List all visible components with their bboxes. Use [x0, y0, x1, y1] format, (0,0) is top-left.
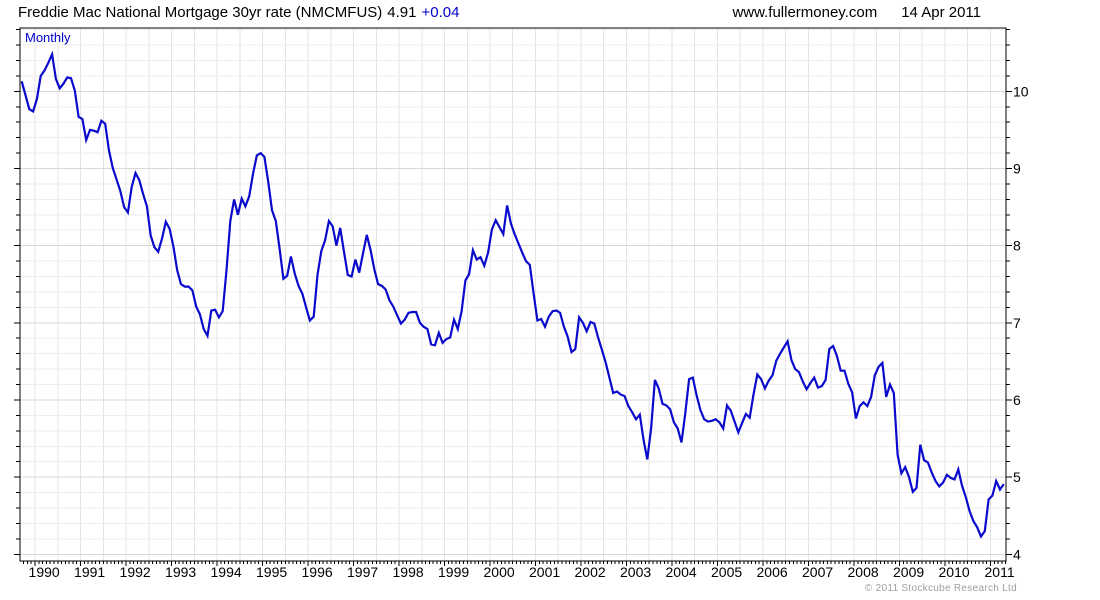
- svg-text:2002: 2002: [575, 564, 606, 580]
- svg-text:2005: 2005: [711, 564, 742, 580]
- price-line: [20, 50, 1005, 539]
- instrument-name: Freddie Mac National Mortgage 30yr rate …: [18, 4, 383, 21]
- svg-text:1998: 1998: [393, 564, 424, 580]
- svg-text:1991: 1991: [74, 564, 105, 580]
- frequency-label: Monthly: [25, 30, 71, 45]
- svg-text:10: 10: [1013, 83, 1029, 99]
- header-right: www.fullermoney.com 14 Apr 2011: [732, 4, 981, 21]
- svg-text:7: 7: [1013, 315, 1021, 331]
- x-axis-ticks: [23, 561, 1007, 566]
- y-axis-ticks: [14, 29, 1012, 555]
- svg-text:2000: 2000: [484, 564, 515, 580]
- svg-text:1999: 1999: [438, 564, 469, 580]
- svg-text:1994: 1994: [211, 564, 242, 580]
- svg-text:4: 4: [1013, 546, 1021, 562]
- website-link[interactable]: www.fullermoney.com: [732, 4, 878, 21]
- price-change: +0.04: [421, 4, 460, 21]
- svg-text:9: 9: [1013, 161, 1021, 177]
- svg-text:6: 6: [1013, 392, 1021, 408]
- svg-text:8: 8: [1013, 238, 1021, 254]
- svg-text:1993: 1993: [165, 564, 196, 580]
- svg-text:2004: 2004: [666, 564, 697, 580]
- svg-text:1997: 1997: [347, 564, 378, 580]
- svg-text:2011: 2011: [985, 564, 1015, 580]
- svg-text:2006: 2006: [757, 564, 788, 580]
- svg-text:2003: 2003: [620, 564, 651, 580]
- svg-text:2010: 2010: [939, 564, 970, 580]
- svg-text:2007: 2007: [802, 564, 833, 580]
- svg-text:1995: 1995: [256, 564, 287, 580]
- svg-text:2009: 2009: [893, 564, 924, 580]
- grid-vertical-lines: [34, 28, 991, 561]
- svg-text:5: 5: [1013, 469, 1021, 485]
- chart-date: 14 Apr 2011: [901, 4, 981, 21]
- svg-text:2001: 2001: [529, 564, 560, 580]
- svg-text:1992: 1992: [120, 564, 151, 580]
- grid-horizontal-lines: [20, 29, 1006, 555]
- last-price: 4.91: [387, 4, 417, 21]
- svg-text:1990: 1990: [29, 564, 60, 580]
- copyright-text: © 2011 Stockcube Research Ltd: [864, 583, 1017, 594]
- svg-text:2008: 2008: [848, 564, 879, 580]
- x-axis-labels: 1990 1991 1992 1993 1994 1995 1996 1997 1998 1999…: [29, 564, 1015, 580]
- y-axis-labels: 10 9 8 7 6 5 4: [1013, 83, 1029, 562]
- svg-text:1996: 1996: [302, 564, 333, 580]
- chart-title: Freddie Mac National Mortgage 30yr rate …: [18, 4, 459, 21]
